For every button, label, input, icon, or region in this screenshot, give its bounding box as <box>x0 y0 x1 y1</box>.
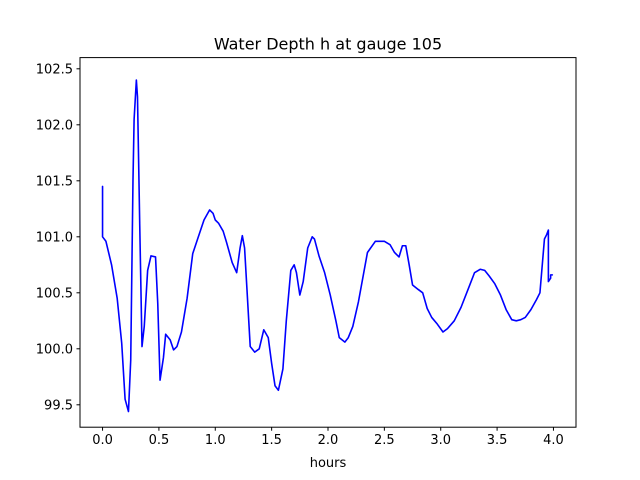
y-tick-label: 101.5 <box>36 174 73 189</box>
y-tick-label: 102.5 <box>36 62 73 77</box>
x-tick-label: 4.0 <box>543 433 564 448</box>
x-tick-label: 0.5 <box>149 433 170 448</box>
x-tick-label: 1.0 <box>205 433 226 448</box>
series-line-0 <box>101 79 554 413</box>
x-tick-label: 3.0 <box>430 433 451 448</box>
x-tick-label: 1.5 <box>261 433 282 448</box>
plot-area-frame <box>79 57 577 428</box>
y-tick-label: 101.0 <box>36 230 73 245</box>
x-tick-label: 3.5 <box>487 433 508 448</box>
y-tick-label: 100.5 <box>36 286 73 301</box>
y-tick-label: 100.0 <box>36 342 73 357</box>
x-tick-label: 0.0 <box>92 433 113 448</box>
y-tick-label: 102.0 <box>36 118 73 133</box>
series-group <box>101 79 554 413</box>
x-tick-label: 2.0 <box>318 433 339 448</box>
y-tick-label: 99.5 <box>44 398 73 413</box>
chart-title: Water Depth h at gauge 105 <box>214 35 442 54</box>
x-axis-label: hours <box>310 456 347 471</box>
x-axis-ticks: 0.0 0.5 1.0 1.5 2.0 2.5 3.0 3.5 4.0 <box>92 427 564 448</box>
x-tick-label: 2.5 <box>374 433 395 448</box>
y-axis-ticks: 99.5 100.0 100.5 101.0 101.5 102.0 102.5 <box>36 62 80 413</box>
